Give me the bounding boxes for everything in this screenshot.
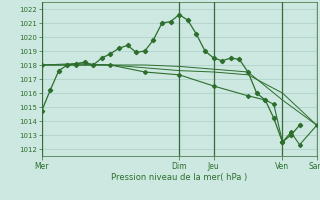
- X-axis label: Pression niveau de la mer( hPa ): Pression niveau de la mer( hPa ): [111, 173, 247, 182]
